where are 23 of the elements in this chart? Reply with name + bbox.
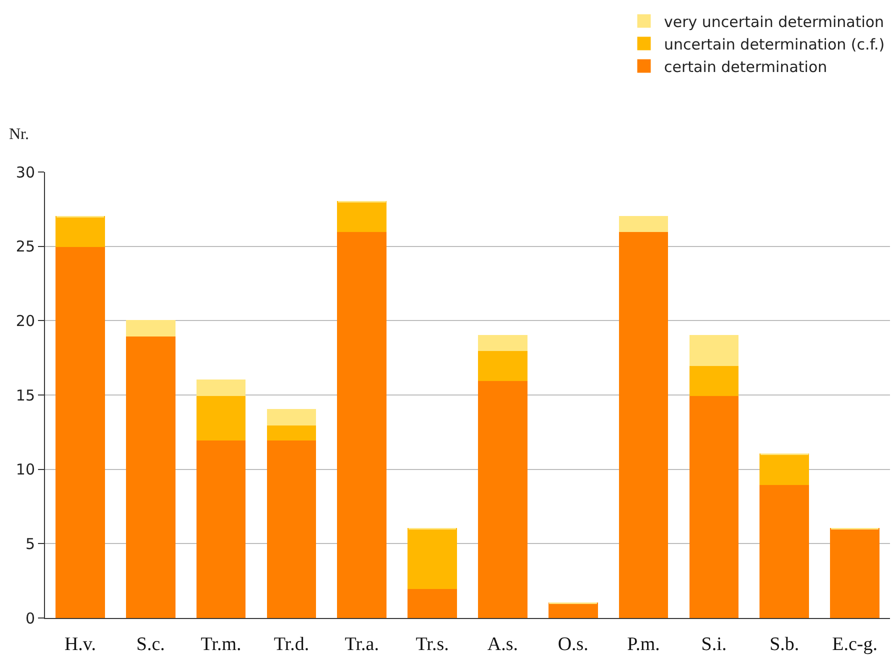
y-tick-label: 5 [25,534,35,553]
y-tick-label: 30 [16,163,35,182]
x-tick-label: Tr.s. [416,634,449,655]
y-tick-label: 0 [25,609,35,628]
x-tick-label: A.s. [487,634,518,655]
x-tick-label: Tr.m. [200,634,242,655]
x-tick-label: S.i. [701,634,727,655]
x-tick-label: H.v. [64,634,96,655]
y-tick-label: 20 [16,312,35,330]
legend-label: uncertain determination (c.f.) [664,35,885,54]
y-tick-label: 15 [16,386,35,404]
legend-label: very uncertain determination [664,12,884,31]
x-tick-label: S.b. [770,634,800,655]
y-tick-label: 25 [16,238,35,256]
x-tick-label: P.m. [627,634,660,655]
x-tick-label: S.c. [136,634,165,655]
x-tick-label: Tr.a. [344,634,379,655]
x-tick-label: E.c-g. [832,634,878,655]
y-axis-title: Nr. [9,126,29,143]
x-tick-label: O.s. [558,634,588,655]
legend-label: certain determination [664,58,828,76]
y-tick-label: 10 [16,460,35,479]
x-tick-label: Tr.d. [274,634,310,655]
